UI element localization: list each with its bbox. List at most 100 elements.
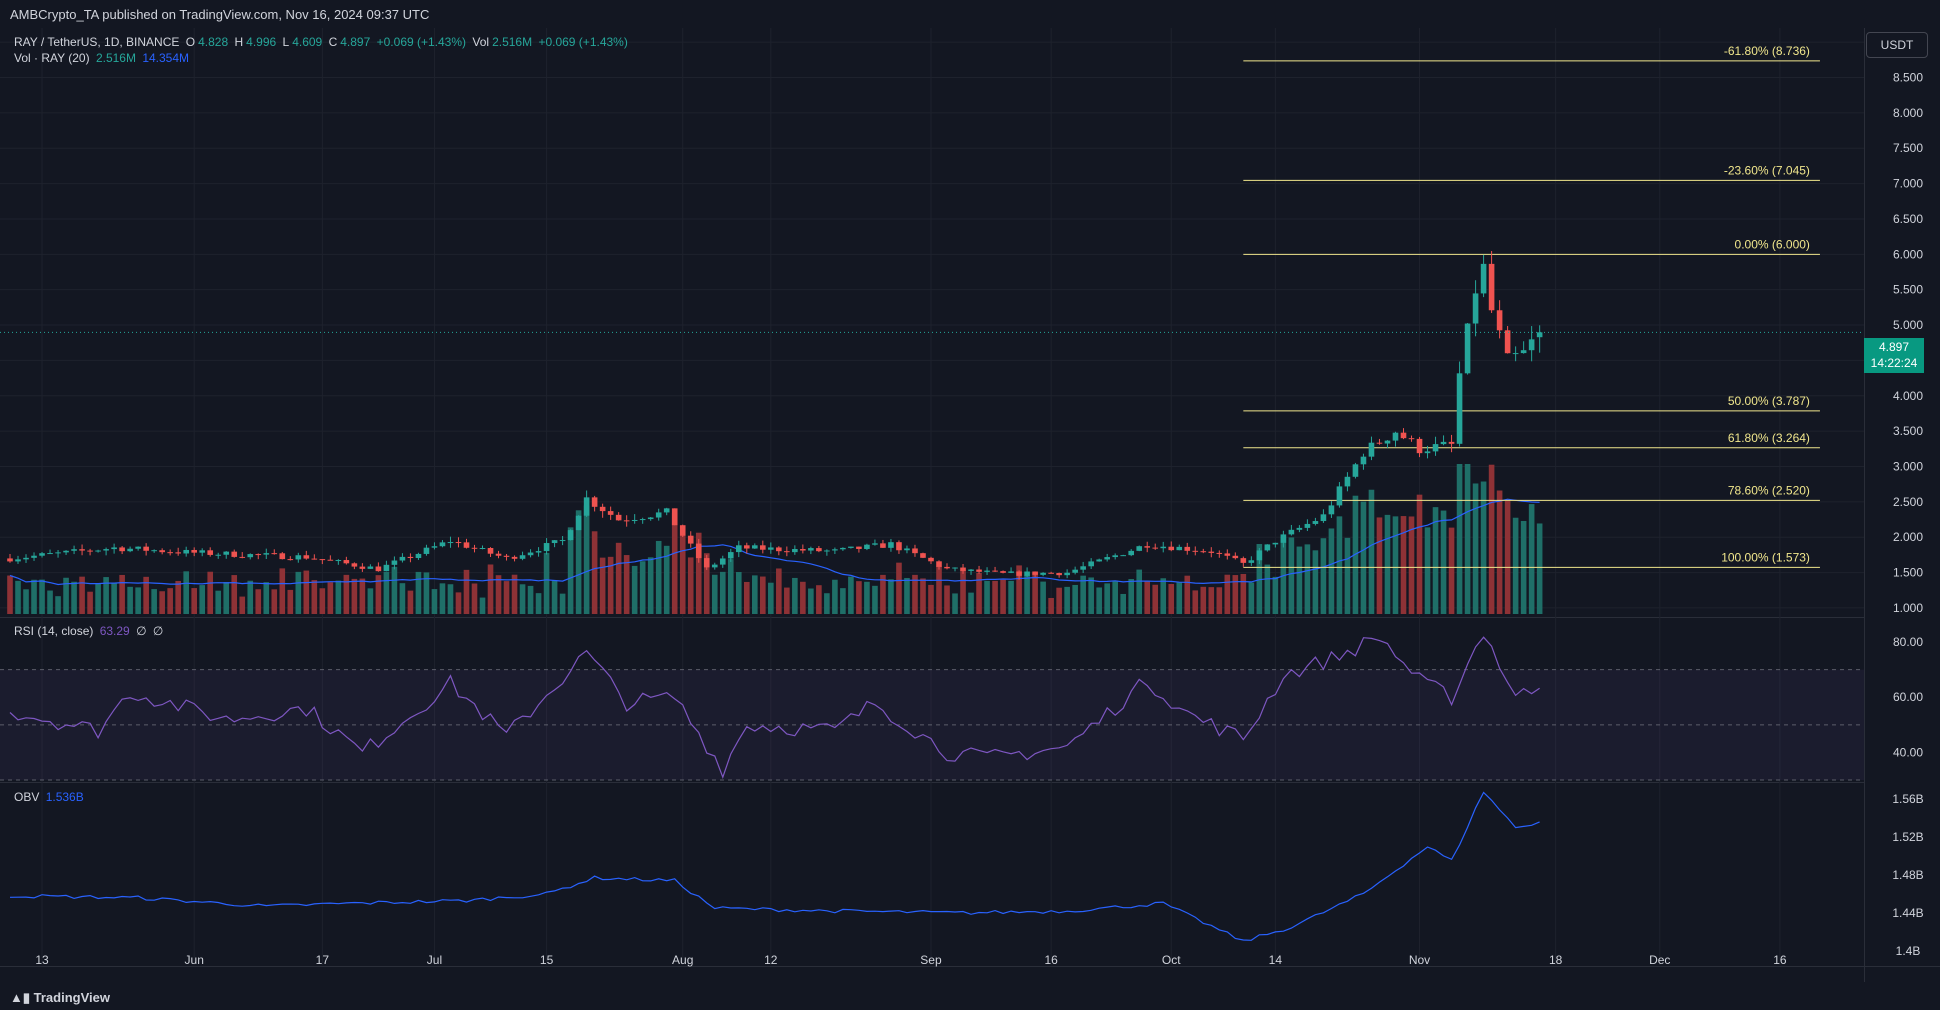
volume-bar (359, 578, 366, 614)
high-label: H (234, 35, 244, 49)
open-label: O (185, 35, 196, 49)
candle-body (928, 557, 934, 562)
volume-bar (431, 589, 438, 614)
volume-bar (1104, 583, 1110, 614)
candle-body (1232, 555, 1239, 559)
fib-level-label: 61.80% (3.264) (1728, 431, 1810, 445)
candle-body (1256, 550, 1263, 561)
candle-body (1400, 432, 1407, 439)
volume-bar (703, 553, 710, 614)
fib-level-label: -23.60% (7.045) (1724, 163, 1810, 177)
volume-bar (984, 580, 990, 614)
candle-body (103, 549, 109, 551)
rsi-line (9, 636, 1540, 779)
tradingview-logo[interactable]: ▲▮ TradingView (10, 990, 110, 1006)
volume-bar (455, 592, 462, 614)
candle-body (1368, 442, 1375, 457)
rsi-legend-label[interactable]: RSI (14, close) (14, 624, 94, 638)
currency-button[interactable]: USDT (1866, 32, 1928, 58)
volume-bar (719, 571, 726, 614)
candle-body (719, 558, 726, 565)
time-tick-label: 14 (1269, 953, 1283, 967)
candle-body (1064, 572, 1070, 576)
volume-bar (391, 566, 398, 614)
volume-bar (343, 574, 350, 614)
obv-legend: OBV 1.536B (14, 790, 87, 804)
volume-bar (1088, 577, 1094, 614)
candle-body (199, 550, 206, 553)
candle-body (167, 552, 173, 554)
candle-body (647, 517, 654, 520)
volume-bar (383, 571, 390, 614)
candle-body (455, 542, 462, 544)
volume-bar (127, 586, 133, 614)
volume-bar (1080, 575, 1086, 614)
candle-body (703, 558, 710, 568)
price-tick-label: 3.000 (1893, 459, 1923, 473)
volume-bar (447, 584, 454, 614)
volume-bar (1448, 527, 1455, 614)
volume-bar (215, 590, 222, 614)
volume-bar (784, 587, 790, 614)
footer: ▲▮ TradingView (0, 982, 1940, 1010)
volume-bar (183, 571, 189, 614)
symbol-label[interactable]: RAY / TetherUS, 1D, BINANCE (14, 35, 180, 49)
obv-line (9, 791, 1540, 941)
volume-bar (111, 582, 117, 614)
candle-body (1432, 444, 1439, 452)
volume-bar (944, 585, 950, 614)
candle-body (687, 535, 694, 544)
candle-body (1504, 330, 1511, 354)
candle-body (1288, 529, 1295, 535)
obv-legend-label[interactable]: OBV (14, 790, 40, 804)
volume-bar (535, 593, 542, 614)
candle-body (864, 544, 870, 549)
volume-bar (880, 574, 886, 614)
candle-body (335, 560, 342, 562)
candle-body (487, 547, 494, 554)
candle-body (1480, 263, 1487, 294)
volume-bar (768, 582, 774, 614)
candle-body (447, 542, 454, 544)
candle-body (1264, 544, 1271, 551)
candle-body (888, 542, 894, 548)
volume-bar (1256, 544, 1263, 614)
time-tick-label: Nov (1409, 953, 1430, 967)
candle-body (1328, 505, 1335, 515)
candle-body (423, 547, 430, 554)
time-tick-label: Oct (1162, 953, 1181, 967)
tradingview-brand-text: TradingView (33, 990, 110, 1005)
chart-area[interactable]: 13Jun17Jul15Aug12Sep16Oct14Nov18Dec169.0… (0, 28, 1940, 982)
volume-bar (816, 585, 822, 614)
candle-body (743, 545, 750, 549)
volume-bar (992, 580, 998, 614)
rsi-legend: RSI (14, close) 63.29 ∅ ∅ (14, 624, 166, 638)
candle-body (1088, 561, 1094, 567)
volume-bar (1392, 516, 1399, 614)
candle-body (1208, 551, 1215, 553)
volume-bar (1312, 550, 1319, 614)
time-tick-label: 12 (764, 953, 778, 967)
candle-body (848, 546, 854, 548)
volume-bar (872, 585, 878, 614)
volume-bar (1056, 587, 1062, 614)
candle-body (1144, 546, 1151, 548)
volume-legend-label[interactable]: Vol · RAY (20) (14, 51, 90, 65)
volume-bar (271, 589, 278, 614)
candle-body (1032, 571, 1038, 575)
candle-body (1336, 486, 1343, 506)
volume-bar (1512, 517, 1519, 614)
candle-body (1464, 323, 1471, 374)
volume-bar (479, 597, 486, 614)
candle-body (1376, 442, 1383, 444)
volume-bar (1376, 517, 1383, 614)
candle-body (7, 558, 13, 562)
volume-bar (1528, 504, 1535, 614)
volume-bar (920, 578, 926, 614)
candle-body (567, 530, 574, 541)
volume-bar (199, 585, 206, 614)
candle-body (1096, 559, 1102, 562)
low-label: L (282, 35, 290, 49)
candle-body (1128, 550, 1135, 556)
volume-bar (968, 592, 974, 614)
